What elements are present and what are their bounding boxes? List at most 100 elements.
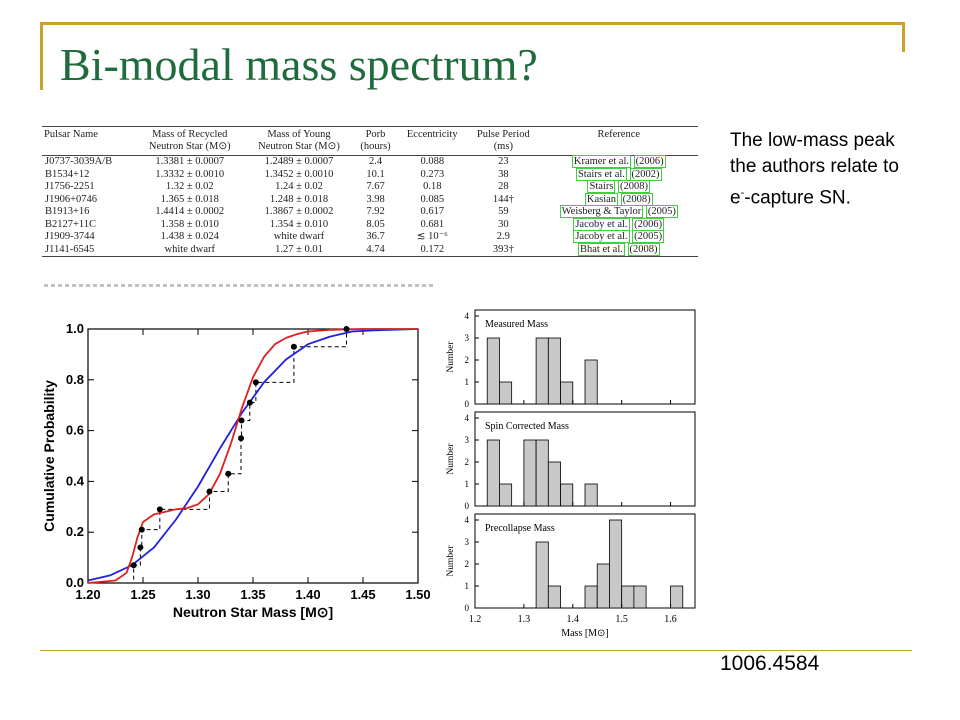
reference-year-link[interactable]: (2005) xyxy=(645,205,678,218)
reference-author-link[interactable]: Stairs et al. xyxy=(575,167,627,181)
reference-author-link[interactable]: Kramer et al. xyxy=(571,155,631,168)
data-point xyxy=(290,343,297,350)
y-tick-label: 1.0 xyxy=(66,321,84,336)
y-tick-label: 0.0 xyxy=(66,575,84,590)
y-tick-label: 2 xyxy=(465,355,470,365)
x-tick-label: 1.3 xyxy=(518,614,531,625)
x-axis-label: Mass [M⊙] xyxy=(561,628,609,639)
col-header-ecc: Eccentricity xyxy=(397,126,468,156)
cell-young-mass: 1.248 ± 0.018 xyxy=(269,193,329,205)
cell-pulsar-name: J1906+0746 xyxy=(45,193,98,205)
y-tick-label: 1 xyxy=(465,479,470,489)
cell-reference: Kramer et al. (2006) xyxy=(540,155,698,169)
x-tick-label: 1.40 xyxy=(295,587,320,602)
histogram-bar xyxy=(621,585,635,609)
y-axis-label: Number xyxy=(446,341,456,373)
histogram-title: Precollapse Mass xyxy=(485,523,555,534)
reference-year-link[interactable]: (2006) xyxy=(633,155,666,168)
histogram-bar xyxy=(596,563,610,609)
cell-young-mass: 1.2489 ± 0.0007 xyxy=(264,156,334,167)
data-point xyxy=(206,488,213,495)
reference-author-link[interactable]: Stairs xyxy=(587,180,616,193)
cell-eccentricity: 0.085 xyxy=(420,193,445,205)
reference-year-link[interactable]: (2002) xyxy=(629,167,662,181)
cell-pulsar-name: J0737-3039A/B xyxy=(45,156,113,167)
y-tick-label: 0.6 xyxy=(66,423,84,438)
cell-reference: Stairs et al. (2002) xyxy=(540,167,698,182)
reference-year-link[interactable]: (2008) xyxy=(620,192,653,206)
cell-young-mass: 1.27 ± 0.01 xyxy=(244,243,354,257)
cell-reference: Stairs (2008) xyxy=(540,180,698,194)
reference-year-link[interactable]: (2008) xyxy=(627,242,660,256)
reference-author-link[interactable]: Jacoby et al. xyxy=(573,230,630,243)
side-note-line-2: the authors relate to xyxy=(730,156,899,177)
arxiv-reference: 1006.4584 xyxy=(720,652,820,675)
y-tick-label: 1 xyxy=(465,581,470,591)
cumulative-probability-chart: 1.20 1.25 1.30 1.35 1.40 1.45 1.50 0.0 0.2 0.4 0.6… xyxy=(41,321,431,620)
y-tick-label: 0.2 xyxy=(66,524,84,539)
cell-porb: 4.74 xyxy=(353,243,398,257)
empirical-step-line xyxy=(88,328,418,584)
x-tick-label: 1.35 xyxy=(240,587,265,602)
y-tick-label: 4 xyxy=(465,515,470,525)
reference-author-link[interactable]: Kasian xyxy=(584,192,619,206)
reference-author-link[interactable]: Jacoby et al. xyxy=(573,217,630,231)
note-e: e xyxy=(730,187,741,209)
col-header-ref: Reference xyxy=(539,126,698,156)
cell-young-mass: 1.3452 ± 0.0010 xyxy=(264,168,334,180)
cell-pulse-period: 144† xyxy=(492,193,514,205)
cell-reference: Kasian (2008) xyxy=(540,192,698,207)
x-tick-label: 1.4 xyxy=(567,614,580,625)
col-header-recycled: Mass of Recycled Neutron Star (M⊙) xyxy=(135,126,245,156)
cell-young-mass: white dwarf xyxy=(273,231,325,242)
data-point xyxy=(130,562,137,569)
col-header-porb: Porb (hours) xyxy=(353,126,398,156)
reference-author-link[interactable]: Bhat et al. xyxy=(578,242,625,256)
reference-year-link[interactable]: (2005) xyxy=(632,230,665,243)
y-tick-label: 0 xyxy=(465,399,470,409)
title-accent-right-line xyxy=(902,22,905,52)
cell-reference: Bhat et al. (2008) xyxy=(539,242,698,257)
cell-eccentricity: 0.273 xyxy=(420,168,445,180)
cell-porb: 36.7 xyxy=(366,231,385,242)
x-axis-label: Neutron Star Mass [M⊙] xyxy=(173,604,333,620)
y-tick-label: 4 xyxy=(465,311,470,321)
y-tick-label: 2 xyxy=(465,457,470,467)
cell-pulsar-name: J1141-6545 xyxy=(42,243,136,257)
data-point xyxy=(343,326,350,332)
y-tick-label: 1 xyxy=(465,377,470,387)
histogram-title: Measured Mass xyxy=(485,319,548,330)
data-point xyxy=(238,435,245,442)
table-header-row: Pulsar Name Mass of Recycled Neutron Star… xyxy=(42,126,698,156)
y-tick-label: 0 xyxy=(465,603,470,613)
side-note: The low-mass peak the authors relate to … xyxy=(730,128,960,211)
data-point xyxy=(252,379,259,386)
data-point xyxy=(225,470,232,477)
cell-recycled-mass: 1.3381 ± 0.0007 xyxy=(155,156,225,167)
x-tick-label: 1.45 xyxy=(350,587,375,602)
cell-eccentricity: ≲ 10⁻⁶ xyxy=(416,231,448,242)
cell-pulsar-name: B1913+16 xyxy=(45,206,90,217)
histogram-title: Spin Corrected Mass xyxy=(485,421,569,432)
y-axis-label: Number xyxy=(446,443,456,475)
data-point xyxy=(156,506,163,513)
histogram-bar xyxy=(560,483,574,507)
footer-accent-line xyxy=(40,650,912,651)
cell-pulse-period: 28 xyxy=(498,181,509,192)
reference-year-link[interactable]: (2008) xyxy=(618,180,651,193)
histogram-bar xyxy=(486,337,500,405)
cell-pulse-period: 38 xyxy=(498,168,509,180)
reference-year-link[interactable]: (2006) xyxy=(632,217,665,231)
y-tick-label: 3 xyxy=(465,537,470,547)
data-point xyxy=(238,417,245,424)
cell-reference: Jacoby et al. (2006) xyxy=(540,217,698,232)
table-row: B2127+11C 1.358 ± 0.010 1.354 ± 0.010 8.05 0… xyxy=(42,217,698,232)
y-tick-label: 3 xyxy=(465,435,470,445)
cell-eccentricity: 0.617 xyxy=(420,206,445,217)
histogram-bar xyxy=(499,483,513,507)
reference-author-link[interactable]: Weisberg & Taylor xyxy=(559,205,644,218)
cell-recycled-mass: white dwarf xyxy=(135,243,245,257)
slide-title: Bi-modal mass spectrum? xyxy=(60,39,538,90)
mass-histograms-chart: 0 1 2 3 4 Measured Mass Number 0 1 2 3 4 Spin Correc… xyxy=(446,309,696,639)
cell-porb: 10.1 xyxy=(366,168,385,180)
